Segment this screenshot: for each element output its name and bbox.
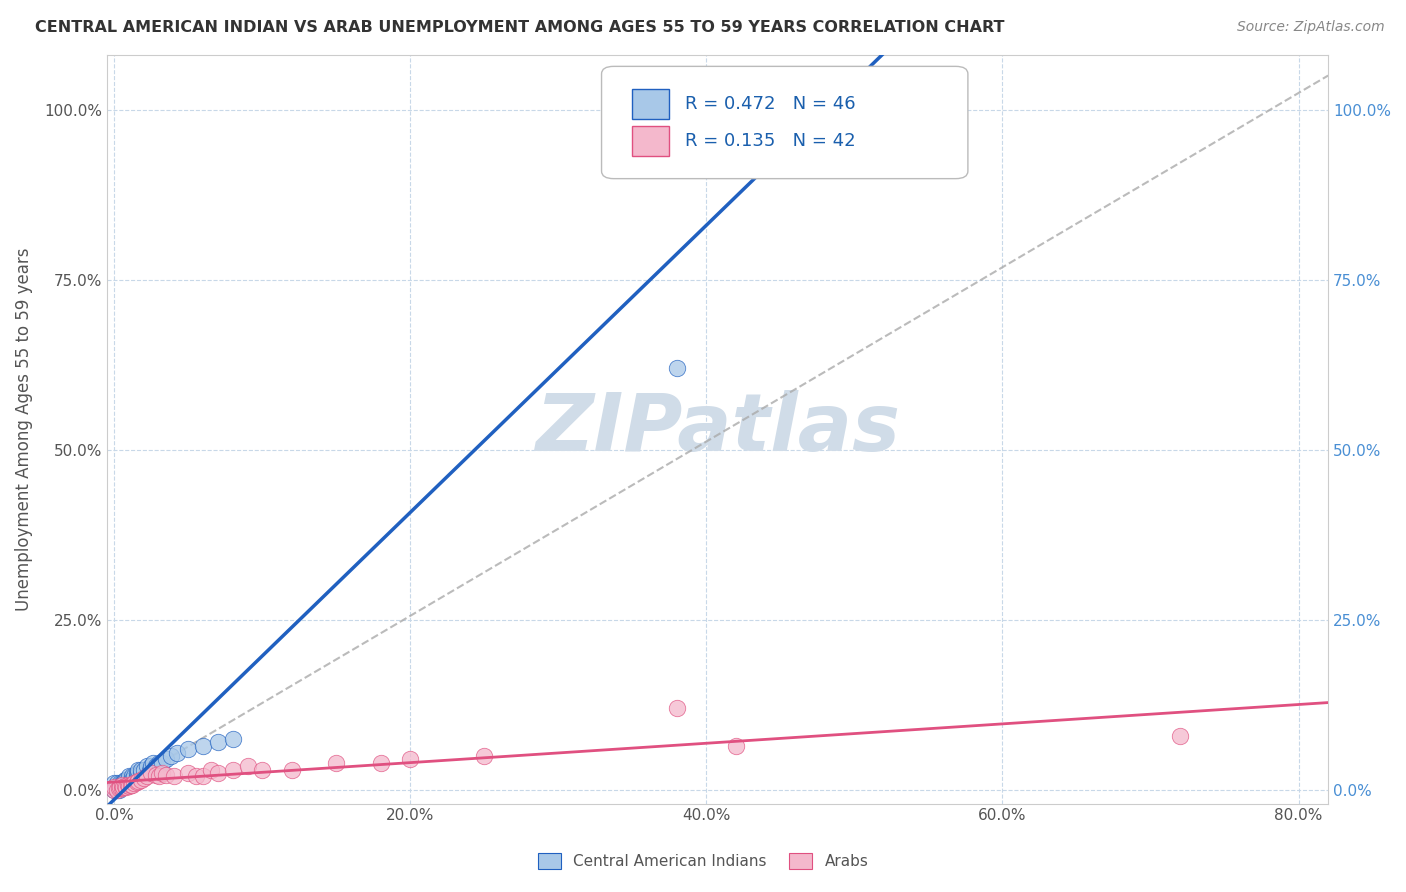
Point — [281, 763, 304, 777]
Point — [117, 778, 139, 792]
Point — [120, 778, 142, 792]
Point — [114, 779, 136, 793]
Point — [125, 766, 148, 780]
Point — [111, 780, 134, 795]
Point — [125, 769, 148, 783]
Point — [127, 766, 149, 780]
Point — [129, 763, 152, 777]
Point — [155, 752, 177, 766]
Point — [121, 772, 143, 787]
Point — [111, 778, 134, 792]
FancyBboxPatch shape — [633, 127, 669, 156]
Point — [136, 769, 159, 783]
Point — [114, 772, 136, 787]
Point — [148, 756, 170, 770]
Point — [150, 766, 173, 780]
Point — [115, 772, 138, 787]
Point — [193, 769, 215, 783]
Point — [665, 701, 688, 715]
Point — [166, 746, 188, 760]
Point — [184, 769, 207, 783]
Point — [103, 783, 125, 797]
Point — [725, 739, 748, 753]
Point — [222, 763, 245, 777]
Point — [108, 780, 131, 795]
Point — [122, 769, 145, 783]
Point — [177, 766, 200, 780]
FancyBboxPatch shape — [602, 66, 967, 178]
Point — [139, 763, 162, 777]
Point — [136, 759, 159, 773]
Point — [162, 769, 184, 783]
Point — [193, 739, 215, 753]
Point — [114, 776, 136, 790]
Point — [207, 766, 229, 780]
Point — [111, 780, 134, 794]
Point — [145, 759, 167, 773]
FancyBboxPatch shape — [633, 89, 669, 119]
Point — [236, 759, 259, 773]
Point — [103, 783, 125, 797]
Point — [118, 779, 141, 793]
Point — [129, 772, 152, 787]
Point — [115, 776, 138, 790]
Point — [110, 780, 132, 794]
Text: ZIPatlas: ZIPatlas — [536, 391, 900, 468]
Point — [145, 768, 167, 782]
Point — [222, 731, 245, 746]
Point — [121, 769, 143, 783]
Point — [150, 756, 173, 770]
Point — [122, 776, 145, 790]
Point — [118, 769, 141, 783]
Point — [105, 783, 128, 797]
Point — [142, 756, 165, 770]
Point — [132, 763, 155, 777]
Point — [125, 775, 148, 789]
Point — [117, 772, 139, 787]
Point — [103, 776, 125, 790]
Point — [177, 742, 200, 756]
Point — [665, 103, 688, 117]
Point — [103, 780, 125, 794]
Point — [110, 776, 132, 790]
Point — [665, 361, 688, 376]
Point — [155, 768, 177, 782]
Text: R = 0.135   N = 42: R = 0.135 N = 42 — [685, 132, 855, 150]
Point — [120, 772, 142, 787]
Point — [110, 780, 132, 794]
Point — [112, 780, 135, 794]
Point — [108, 783, 131, 797]
Point — [127, 774, 149, 789]
Text: CENTRAL AMERICAN INDIAN VS ARAB UNEMPLOYMENT AMONG AGES 55 TO 59 YEARS CORRELATI: CENTRAL AMERICAN INDIAN VS ARAB UNEMPLOY… — [35, 20, 1005, 35]
Point — [132, 771, 155, 785]
Point — [474, 749, 496, 764]
Point — [200, 763, 222, 777]
Point — [148, 769, 170, 783]
Text: Source: ZipAtlas.com: Source: ZipAtlas.com — [1237, 20, 1385, 34]
Y-axis label: Unemployment Among Ages 55 to 59 years: Unemployment Among Ages 55 to 59 years — [15, 248, 32, 611]
Point — [1168, 729, 1191, 743]
Point — [325, 756, 347, 770]
Point — [115, 780, 138, 794]
Point — [118, 776, 141, 790]
Text: R = 0.472   N = 46: R = 0.472 N = 46 — [685, 95, 855, 112]
Point — [252, 763, 274, 777]
Point — [111, 776, 134, 790]
Point — [370, 756, 392, 770]
Point — [108, 780, 131, 794]
Legend: Central American Indians, Arabs: Central American Indians, Arabs — [531, 847, 875, 875]
Point — [399, 752, 422, 766]
Point — [112, 776, 135, 790]
Point — [127, 763, 149, 777]
Point — [129, 766, 152, 780]
Point — [105, 776, 128, 790]
Point — [112, 780, 135, 794]
Point — [121, 778, 143, 792]
Point — [207, 735, 229, 749]
Point — [141, 766, 163, 780]
Point — [141, 759, 163, 773]
Point — [159, 749, 181, 764]
Point — [105, 783, 128, 797]
